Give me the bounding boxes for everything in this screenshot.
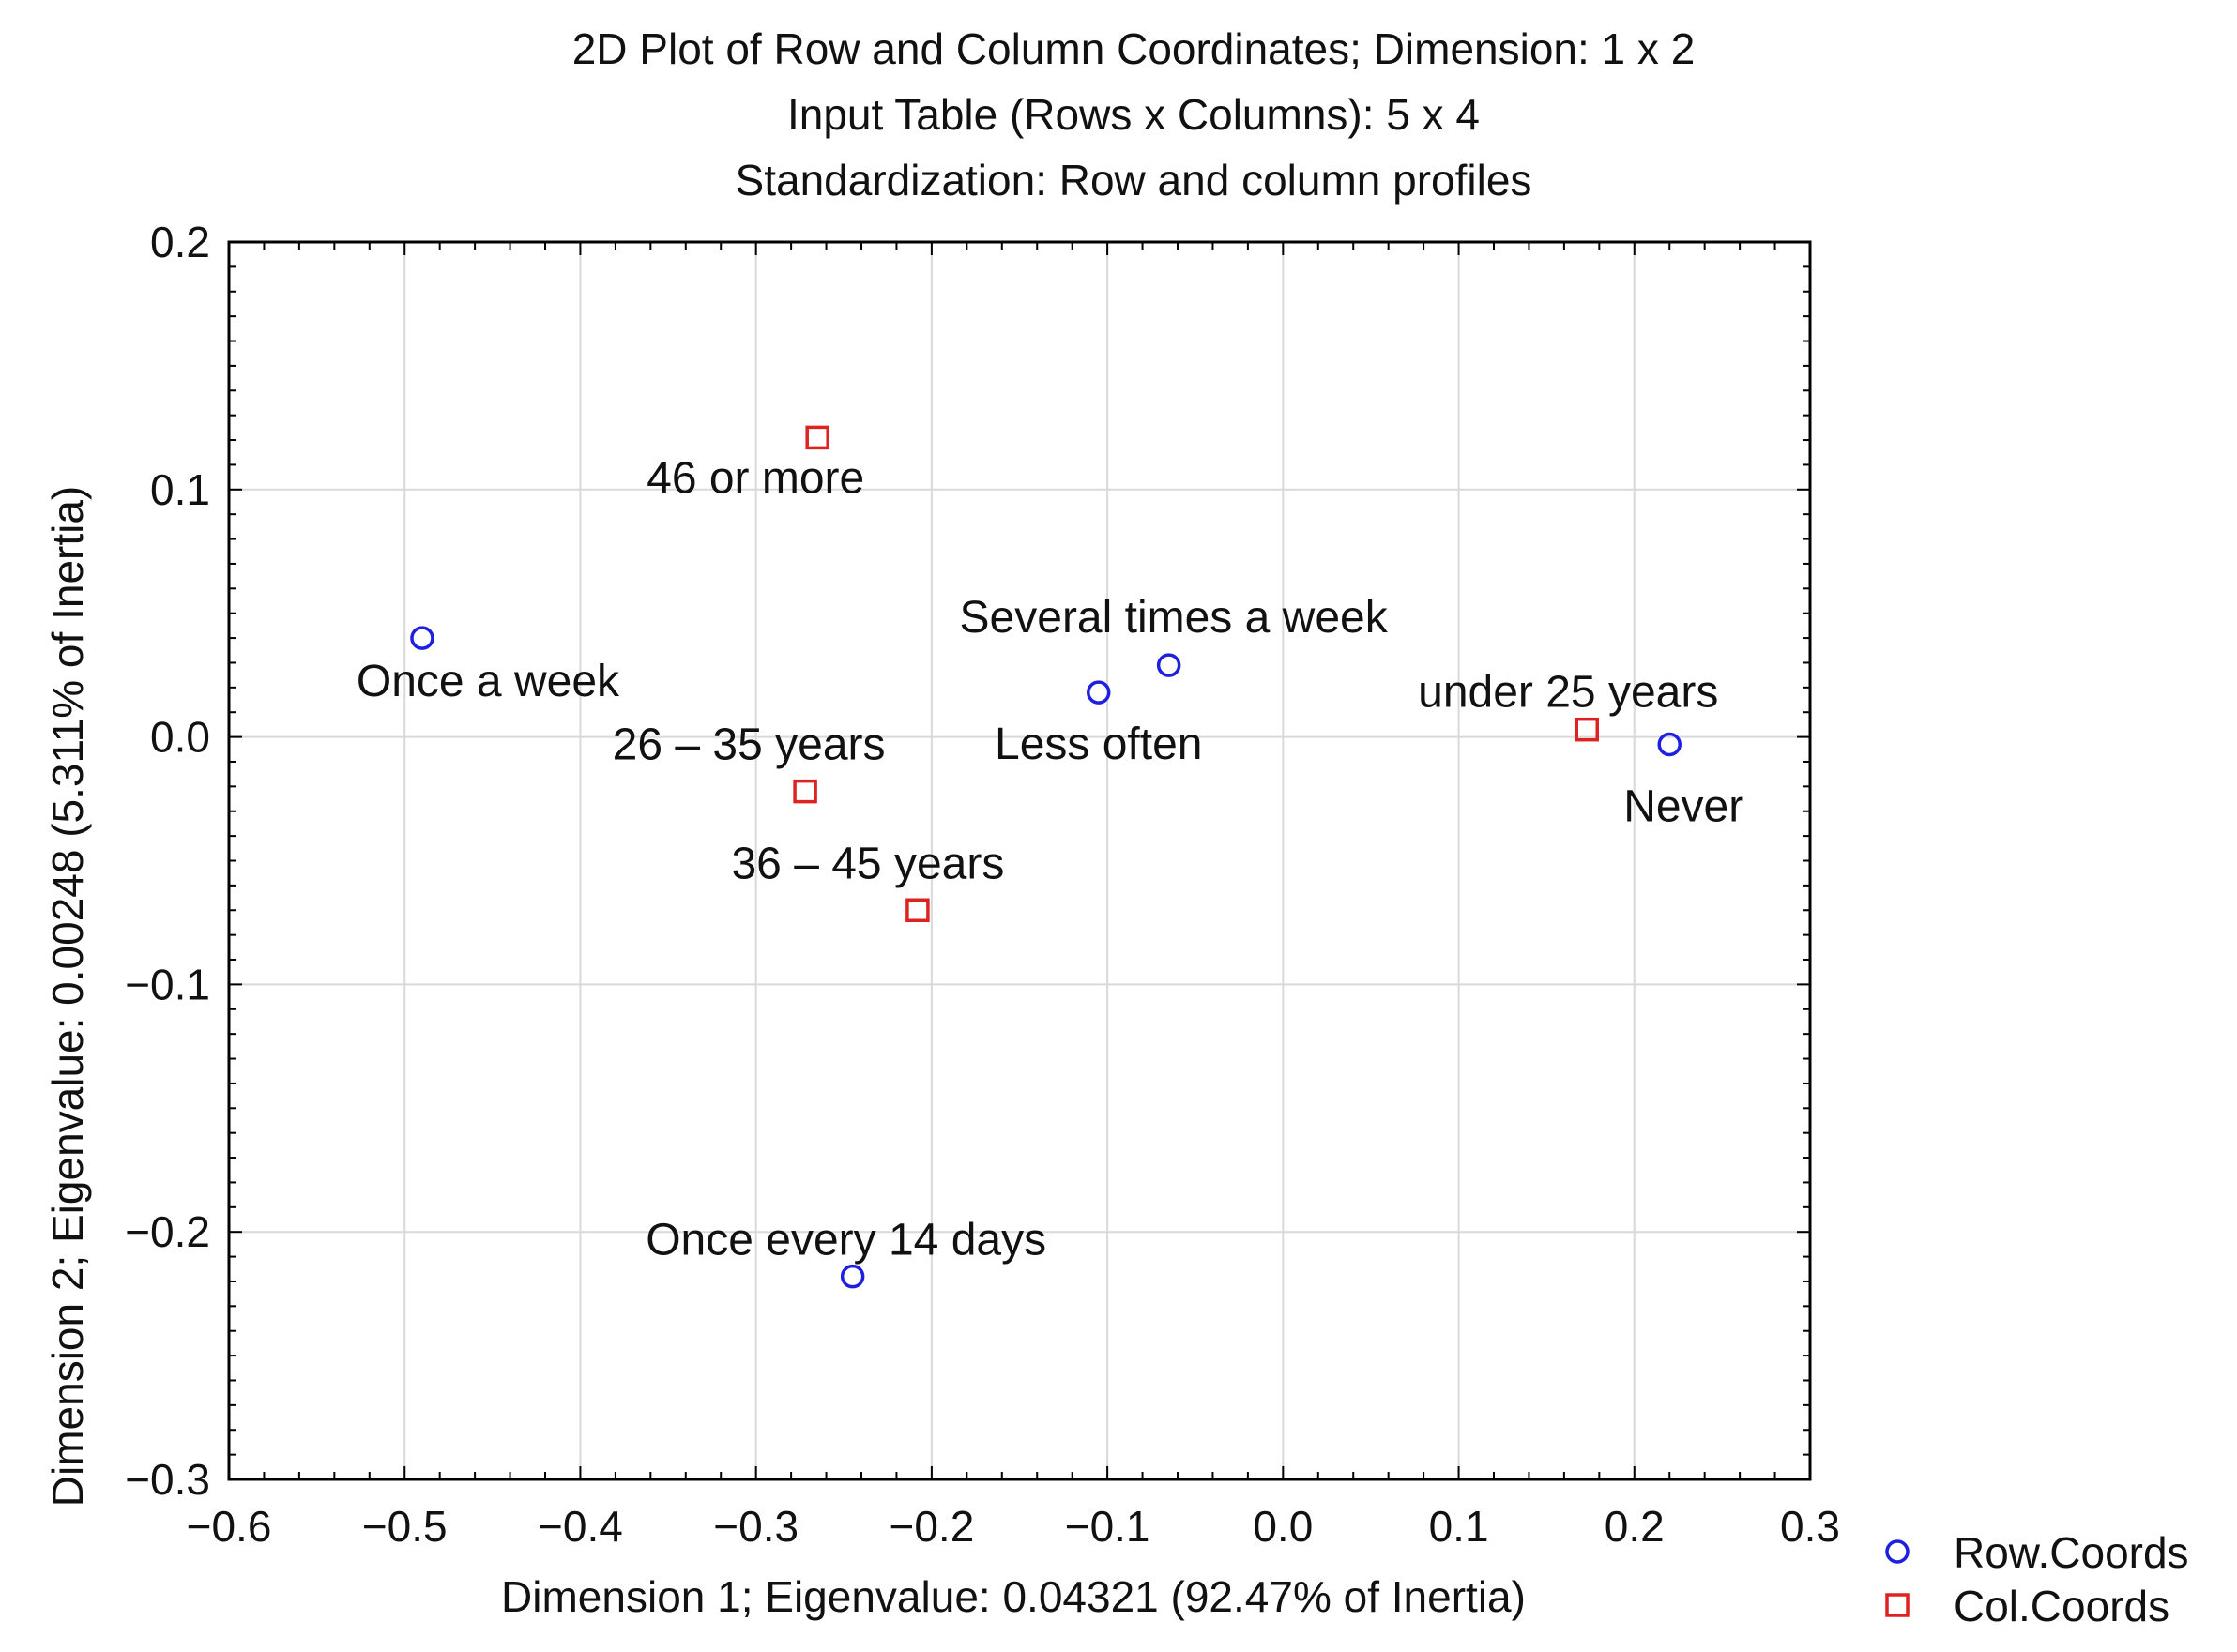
- x-tick-label: 0.3: [1780, 1502, 1840, 1551]
- row-coord-point: [1156, 653, 1181, 677]
- point-label: under 25 years: [1418, 668, 1718, 718]
- legend: Row.Coords Col.Coords: [1885, 1528, 2189, 1630]
- col-coord-point: [1575, 717, 1599, 742]
- y-axis-label: Dimension 2; Eigenvalue: 0.00248 (5.311%…: [43, 486, 92, 1507]
- y-tick-label: −0.3: [125, 1455, 210, 1504]
- point-label: Once every 14 days: [646, 1216, 1046, 1266]
- point-group: under 25 years: [1418, 668, 1718, 742]
- title-line-3: Standardization: Row and column profiles: [736, 156, 1532, 205]
- col-coord-point: [805, 425, 829, 450]
- x-tick-label: −0.6: [187, 1502, 272, 1551]
- title-line-2: Input Table (Rows x Columns): 5 x 4: [787, 90, 1480, 139]
- point-label: Less often: [995, 720, 1202, 769]
- point-group: Several times a week: [960, 593, 1389, 677]
- row-coord-point: [410, 626, 434, 650]
- row-coord-point: [840, 1264, 865, 1289]
- point-group: Once every 14 days: [646, 1216, 1046, 1289]
- point-group: Once a week: [357, 626, 620, 706]
- y-tick-label: 0.0: [150, 713, 210, 762]
- y-tick-label: −0.2: [125, 1207, 210, 1256]
- title-line-1: 2D Plot of Row and Column Coordinates; D…: [572, 24, 1696, 73]
- legend-item: Row.Coords: [1885, 1528, 2189, 1577]
- x-tick-label: 0.2: [1605, 1502, 1665, 1551]
- x-tick-label: −0.4: [538, 1502, 623, 1551]
- point-group: 36 – 45 years: [731, 839, 1004, 923]
- x-tick-label: 0.0: [1253, 1502, 1313, 1551]
- point-label: 36 – 45 years: [731, 839, 1004, 888]
- x-tick-label: 0.1: [1429, 1502, 1489, 1551]
- y-axis-ticks: −0.3 −0.2 −0.1 0.0 0.1 0.2: [125, 218, 1810, 1504]
- x-axis-ticks: −0.6 −0.5 −0.4 −0.3 −0.2 −0.1 0.0 0.1 0.2 0.3: [187, 242, 1840, 1551]
- point-label: Never: [1623, 782, 1743, 832]
- x-tick-label: −0.5: [362, 1502, 448, 1551]
- point-group: 46 or more: [647, 425, 864, 503]
- point-group: Less often: [995, 680, 1202, 769]
- x-tick-label: −0.1: [1065, 1502, 1150, 1551]
- row-coord-point: [1657, 732, 1682, 757]
- point-label: Several times a week: [960, 593, 1389, 643]
- legend-label: Row.Coords: [1954, 1528, 2189, 1577]
- data-points: Once a week Once every 14 days Several tim…: [357, 425, 1743, 1289]
- x-axis-label: Dimension 1; Eigenvalue: 0.04321 (92.47%…: [501, 1572, 1526, 1621]
- y-tick-label: 0.1: [150, 465, 210, 514]
- point-label: 46 or more: [647, 453, 864, 503]
- point-label: 26 – 35 years: [613, 720, 886, 770]
- row-coord-point: [1087, 680, 1111, 705]
- legend-label: Col.Coords: [1954, 1582, 2169, 1630]
- legend-square-marker: [1885, 1593, 1910, 1617]
- chart-title: 2D Plot of Row and Column Coordinates; D…: [572, 24, 1696, 205]
- point-label: Once a week: [357, 657, 620, 706]
- plot-border: [227, 240, 1812, 1481]
- point-group: Never: [1623, 732, 1743, 832]
- y-tick-label: −0.1: [125, 960, 210, 1008]
- x-tick-label: −0.2: [889, 1502, 974, 1551]
- col-coord-point: [793, 779, 817, 804]
- plot-frame: [227, 240, 1812, 1481]
- y-tick-label: 0.2: [150, 218, 210, 266]
- x-tick-label: −0.3: [713, 1502, 799, 1551]
- point-group: 26 – 35 years: [613, 720, 886, 804]
- legend-item: Col.Coords: [1885, 1582, 2169, 1630]
- grid: [229, 242, 1810, 1479]
- col-coord-point: [905, 898, 930, 923]
- legend-circle-marker: [1885, 1539, 1910, 1564]
